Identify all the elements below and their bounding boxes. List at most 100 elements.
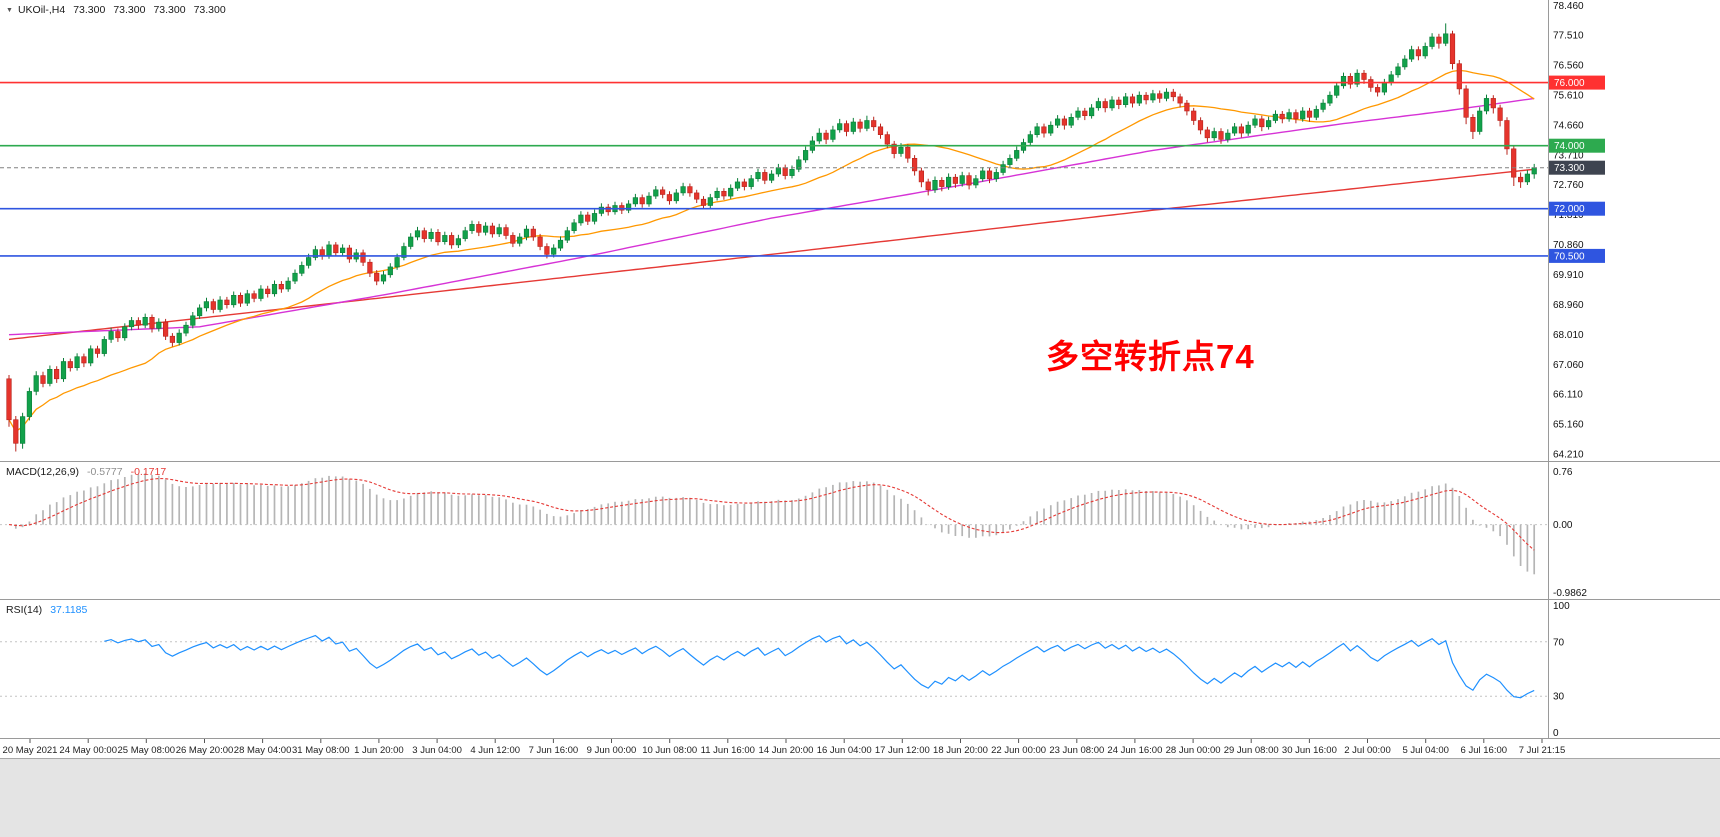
- candle-body: [728, 187, 734, 197]
- candle-body: [905, 146, 911, 159]
- time-axis-label: 18 Jun 20:00: [933, 745, 988, 756]
- time-axis-label: 24 Jun 16:00: [1107, 745, 1162, 756]
- candle-body: [530, 228, 536, 238]
- ma-medium-magenta-line[interactable]: [8, 97, 1535, 336]
- candle-body: [775, 167, 781, 175]
- candle-body: [1477, 110, 1483, 132]
- candle-body: [1504, 120, 1510, 150]
- candle-body: [551, 247, 557, 255]
- candle-body: [503, 227, 509, 236]
- candle-body: [1449, 33, 1456, 64]
- candle-body: [537, 236, 543, 247]
- candle-body: [122, 326, 128, 339]
- price-axis-label: 74.660: [1553, 120, 1584, 131]
- price-axis-label: 73.710: [1553, 150, 1584, 161]
- candle-body: [659, 189, 666, 195]
- candle-body: [585, 214, 591, 222]
- candle-body: [1402, 58, 1408, 68]
- candle-body: [1436, 36, 1442, 44]
- candle-body: [877, 126, 884, 136]
- price-badge: [1549, 160, 1605, 175]
- candle-body: [986, 170, 993, 180]
- price-badge-label: 70.500: [1554, 251, 1585, 262]
- candle-body: [1375, 87, 1381, 93]
- candle-body: [1197, 120, 1204, 131]
- time-axis-label: 25 May 08:00: [118, 745, 176, 756]
- candle-body: [911, 158, 918, 172]
- candle-body: [1300, 110, 1306, 120]
- candle-body: [653, 189, 659, 197]
- candle-body: [1109, 99, 1115, 109]
- candle-body: [26, 391, 33, 417]
- candle-body: [1340, 76, 1347, 87]
- candle-body: [564, 230, 570, 241]
- candle-body: [374, 272, 380, 282]
- price-axis-label: 65.160: [1553, 420, 1584, 431]
- candle-body: [1177, 96, 1183, 104]
- candle-body: [993, 172, 999, 179]
- candle-body: [94, 348, 101, 354]
- rsi-indicator-label: RSI(14) 37.1185: [6, 604, 87, 616]
- candle-body: [319, 249, 325, 257]
- candle-body: [1409, 49, 1415, 60]
- candle-body: [523, 228, 530, 238]
- candle-body: [1395, 66, 1401, 76]
- price-axis-label: 70.860: [1553, 240, 1584, 251]
- candle-body: [646, 195, 652, 205]
- candle-body: [578, 214, 584, 224]
- candle-body: [1082, 110, 1088, 116]
- candle-body: [1388, 74, 1394, 84]
- price-axis-label: 68.010: [1553, 330, 1584, 341]
- candle-body: [401, 246, 407, 258]
- candle-body: [591, 213, 598, 222]
- chart-annotation-text[interactable]: 多空转折点74: [1046, 338, 1255, 375]
- candle-body: [884, 134, 890, 145]
- time-axis-label: 31 May 08:00: [292, 745, 350, 756]
- candle-body: [408, 236, 414, 247]
- candle-body: [482, 225, 489, 233]
- candle-body: [128, 320, 135, 328]
- candle-body: [952, 176, 958, 184]
- candle-body: [1095, 101, 1101, 109]
- macd-axis-label: -0.9862: [1553, 588, 1587, 599]
- candle-body: [959, 175, 965, 184]
- candle-body: [1443, 33, 1449, 44]
- candle-body: [414, 230, 421, 238]
- price-axis-label: 66.110: [1553, 390, 1583, 401]
- candle-body: [224, 299, 230, 305]
- candle-body: [333, 244, 339, 254]
- candle-body: [1027, 134, 1033, 143]
- time-axis-label: 22 Jun 00:00: [991, 745, 1046, 756]
- candle-body: [435, 232, 441, 243]
- time-axis-label: 6 Jul 16:00: [1461, 745, 1507, 756]
- candle-body: [244, 293, 250, 304]
- candle-body: [278, 283, 284, 290]
- candle-body: [217, 299, 223, 310]
- candle-body: [1170, 91, 1176, 98]
- ma-slow-red-line[interactable]: [8, 168, 1535, 341]
- candle-body: [203, 301, 210, 309]
- ma-fast-orange-line[interactable]: [8, 69, 1535, 433]
- candle-body: [1327, 94, 1333, 104]
- candle-body: [489, 225, 496, 235]
- candle-body: [837, 123, 843, 131]
- candle-body: [326, 244, 332, 257]
- candle-body: [1252, 118, 1258, 126]
- candle-body: [850, 121, 856, 132]
- candle-body: [387, 266, 393, 276]
- time-axis-label: 28 May 04:00: [234, 745, 292, 756]
- candle-body: [1191, 110, 1197, 121]
- chart-canvas[interactable]: 78.460 77.510 76.560 75.610 74.660 73.710 72.7…: [0, 0, 1720, 758]
- time-axis-label: 29 Jun 08:00: [1224, 745, 1279, 756]
- candle-body: [108, 331, 114, 340]
- candle-body: [367, 261, 373, 274]
- price-axis-label: 64.210: [1553, 450, 1584, 461]
- candle-body: [918, 170, 924, 183]
- candle-body: [101, 339, 107, 354]
- macd-axis-label: 0.00: [1553, 520, 1573, 531]
- candle-body: [843, 123, 850, 132]
- candle-body: [755, 172, 761, 179]
- time-axis-label: 4 Jun 12:00: [470, 745, 520, 756]
- time-axis-label: 7 Jul 21:15: [1519, 745, 1565, 756]
